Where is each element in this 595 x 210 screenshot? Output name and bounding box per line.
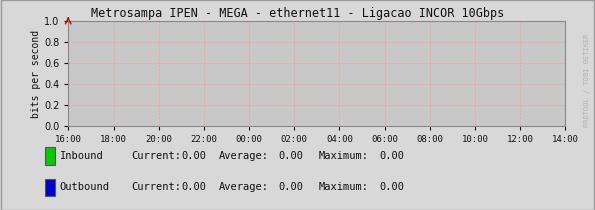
Text: Inbound: Inbound: [60, 151, 104, 161]
Text: Average:: Average:: [219, 182, 269, 192]
Text: Outbound: Outbound: [60, 182, 109, 192]
Text: 0.00: 0.00: [181, 182, 206, 192]
Text: Metrosampa IPEN - MEGA - ethernet11 - Ligacao INCOR 10Gbps: Metrosampa IPEN - MEGA - ethernet11 - Li…: [91, 7, 504, 20]
Text: Current:: Current:: [131, 182, 181, 192]
Text: 0.00: 0.00: [380, 182, 405, 192]
Text: Maximum:: Maximum:: [318, 151, 368, 161]
Text: 0.00: 0.00: [278, 151, 303, 161]
Text: Current:: Current:: [131, 151, 181, 161]
Text: RRDTOOL / TOBI OETIKER: RRDTOOL / TOBI OETIKER: [584, 33, 590, 127]
Text: 0.00: 0.00: [278, 182, 303, 192]
Text: Maximum:: Maximum:: [318, 182, 368, 192]
Text: Average:: Average:: [219, 151, 269, 161]
Text: 0.00: 0.00: [181, 151, 206, 161]
Text: 0.00: 0.00: [380, 151, 405, 161]
Y-axis label: bits per second: bits per second: [32, 29, 41, 118]
